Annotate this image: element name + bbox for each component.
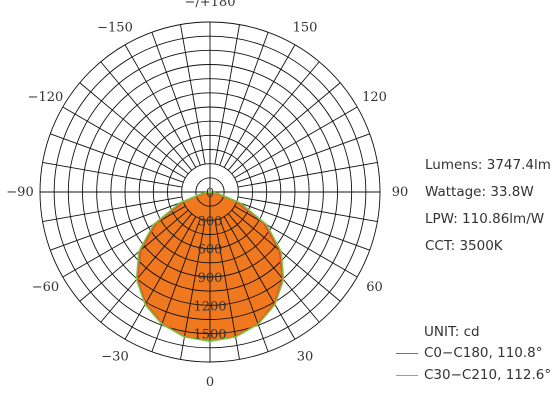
radial-tick-label: 1200	[193, 299, 226, 314]
angular-tick-label: 60	[366, 280, 383, 295]
radial-tick-label: 900	[198, 271, 223, 286]
legend-entry-c30-c210: C30−C210, 112.6°	[396, 364, 551, 386]
unit-label: UNIT: cd	[424, 324, 480, 340]
angular-grid-spoke	[223, 44, 296, 168]
angular-grid-spoke	[79, 82, 189, 175]
legend-entry-c0-c180: C0−C180, 110.8°	[396, 342, 551, 364]
angular-grid-spoke	[234, 106, 358, 179]
angular-grid-spoke	[62, 106, 186, 179]
angular-grid-spoke	[219, 218, 269, 352]
series-curve-1	[135, 191, 285, 343]
luminaire-info-panel: Lumens: 3747.4lm Wattage: 33.8W LPW: 110…	[425, 152, 551, 260]
radial-tick-label: 0	[206, 186, 214, 201]
chart-legend: UNIT: cd C0−C180, 110.8° C30−C210, 112.6…	[396, 322, 551, 386]
axis-labels: 0 300 600 900 1200 1500 0 30 60 90 120 150 −/+180 −15…	[6, 0, 408, 390]
angular-grid-spoke	[227, 61, 320, 171]
angular-grid-spoke	[180, 24, 206, 165]
legend-label-c30-c210: C30−C210, 112.6°	[424, 367, 552, 383]
angular-grid-spoke	[62, 205, 186, 278]
angular-grid-spoke	[50, 133, 184, 183]
angular-grid-spoke	[237, 162, 378, 188]
legend-swatch-c30-c210	[396, 374, 418, 376]
angular-tick-label: −90	[6, 185, 33, 200]
angular-tick-label: 150	[293, 20, 318, 35]
legend-swatch-c0-c180	[396, 352, 418, 354]
angular-grid-spoke	[223, 216, 296, 340]
angular-tick-label: −30	[101, 350, 128, 365]
series-curves	[135, 191, 285, 343]
angular-grid-spoke	[236, 201, 370, 251]
lumens-text: Lumens: 3747.4lm	[425, 157, 551, 173]
angular-tick-label: 90	[392, 185, 409, 200]
angular-grid-spoke	[124, 216, 197, 340]
angular-grid-spoke	[79, 209, 189, 302]
angular-tick-label: −/+180	[185, 0, 236, 10]
angular-grid-spoke	[227, 213, 320, 323]
wattage-text: Wattage: 33.8W	[425, 184, 534, 200]
angular-grid-spoke	[237, 196, 378, 222]
angular-grid-spoke	[100, 213, 193, 323]
angular-grid-spoke	[214, 24, 240, 165]
angular-grid-spoke	[231, 82, 341, 175]
angular-tick-label: −60	[32, 280, 59, 295]
angular-tick-label: −150	[97, 20, 133, 35]
radial-tick-label: 1500	[193, 328, 226, 343]
angular-grid-spoke	[50, 201, 184, 251]
angular-grid-spoke	[236, 133, 370, 183]
polar-grid	[39, 21, 381, 363]
angular-grid-spoke	[100, 61, 193, 171]
angular-tick-label: 30	[297, 350, 314, 365]
cct-text: CCT: 3500K	[425, 238, 503, 254]
angular-grid-spoke	[231, 209, 341, 302]
radial-tick-label: 600	[198, 243, 223, 258]
angular-tick-label: 0	[206, 375, 214, 390]
angular-grid-spoke	[42, 162, 183, 188]
angular-grid-spoke	[151, 218, 201, 352]
angular-tick-label: −120	[28, 90, 64, 105]
angular-tick-label: 120	[362, 90, 387, 105]
legend-label-c0-c180: C0−C180, 110.8°	[424, 345, 543, 361]
angular-grid-spoke	[42, 196, 183, 222]
radial-tick-label: 300	[198, 214, 223, 229]
lpw-text: LPW: 110.86lm/W	[425, 211, 545, 227]
angular-grid-spoke	[219, 32, 269, 166]
angular-grid-spoke	[151, 32, 201, 166]
angular-grid-spoke	[124, 44, 197, 168]
angular-grid-spoke	[234, 205, 358, 278]
